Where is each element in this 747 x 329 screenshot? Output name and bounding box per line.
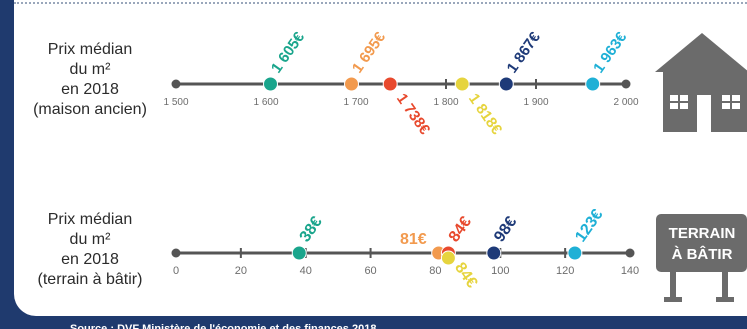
row-label-line: Prix médian — [47, 41, 133, 58]
data-label: 38€ — [297, 214, 326, 246]
row-label-line: du m² — [69, 61, 111, 78]
data-label: 81€ — [400, 231, 427, 248]
tick-label: 1 700 — [343, 97, 368, 108]
row-label-line: en 2018 — [61, 251, 119, 268]
data-label: 84€ — [446, 214, 475, 246]
data-label: 1 867€ — [504, 28, 545, 76]
data-point — [291, 245, 307, 261]
row-label-terrain: Prix médian du m² en 2018 (terrain à bât… — [10, 210, 170, 290]
data-point — [440, 250, 456, 266]
dotted-divider — [14, 2, 747, 4]
white-panel — [14, 0, 747, 316]
tick-label: 140 — [621, 265, 639, 277]
house-icon — [655, 33, 747, 132]
tick-label: 1 800 — [433, 97, 458, 108]
data-point — [585, 76, 601, 92]
terrain-sign-line: À BÂTIR — [672, 245, 733, 263]
tick-label: 20 — [235, 265, 247, 277]
axis-end-cap — [171, 79, 181, 89]
axis-end-cap — [171, 248, 181, 258]
data-label: 98€ — [491, 214, 520, 246]
data-label: 123€ — [572, 206, 606, 245]
row-label-line: (maison ancien) — [33, 101, 147, 118]
row-label-maison: Prix médian du m² en 2018 (maison ancien… — [10, 40, 170, 120]
tick-label: 1 500 — [163, 97, 188, 108]
data-point — [344, 76, 359, 92]
tick-label: 40 — [300, 265, 312, 277]
data-label: 84€ — [451, 260, 480, 292]
tick-label: 80 — [429, 265, 441, 277]
terrain-sign-icon: TERRAIN À BÂTIR — [656, 214, 747, 302]
tick-label: 1 900 — [523, 97, 548, 108]
data-point — [486, 245, 502, 261]
row-label-line: (terrain à bâtir) — [37, 271, 143, 288]
data-point — [382, 76, 398, 92]
data-label: 1 738€ — [393, 91, 434, 139]
tick-label: 60 — [364, 265, 376, 277]
tick-label: 0 — [173, 265, 179, 277]
data-label: 1 695€ — [349, 28, 390, 76]
axis-end-cap — [621, 79, 631, 89]
row-label-line: en 2018 — [61, 81, 119, 98]
data-label: 1 605€ — [268, 28, 309, 76]
data-point — [498, 76, 514, 92]
axis-end-cap — [625, 248, 635, 258]
data-point — [567, 245, 583, 261]
tick-label: 2 000 — [613, 97, 638, 108]
source-note: Source : DVF Ministère de l'économie et … — [70, 323, 377, 329]
data-label: 1 963€ — [590, 28, 631, 76]
terrain-sign-line: TERRAIN — [669, 225, 736, 242]
data-label: 1 818€ — [465, 91, 506, 139]
row-label-line: du m² — [69, 231, 111, 248]
row-label-line: Prix médian — [47, 211, 133, 228]
tick-label: 1 600 — [253, 97, 278, 108]
data-point — [263, 76, 278, 92]
tick-label: 100 — [491, 265, 509, 277]
data-point — [454, 76, 470, 92]
tick-label: 120 — [556, 265, 574, 277]
